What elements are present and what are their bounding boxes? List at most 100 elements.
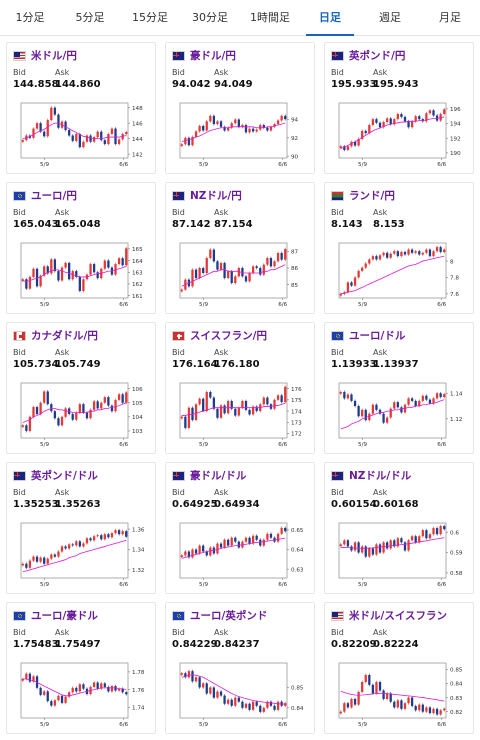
x-tick-label: 6/6 [437,582,446,588]
pair-link[interactable]: 米ドル/円 [13,48,77,62]
price-chart[interactable]: 0.6 0.59 0.58 5/9 6/6 [330,519,470,591]
currency-card[interactable]: スイスフラン/円 Bid Ask 176.164176.180 176 175 174 173… [165,322,315,454]
candle-body [212,249,216,262]
timeframe-tabs: 1分足 5分足 15分足 30分足 1時間足 日足 週足 月足 [0,0,480,36]
pair-link[interactable]: 豪ドル/ドル [172,468,246,482]
candle-body [421,252,424,255]
currency-card[interactable]: ランド/円 Bid Ask 8.143 8.153 8 7.8 7.6 5/9 6/6 [324,182,474,314]
candle-body [280,395,283,403]
bid-label: Bid [172,488,185,497]
price-chart[interactable]: 1.78 1.76 1.74 5/9 6/6 [12,659,152,731]
price-chart[interactable]: 1.14 1.12 5/9 6/6 [330,379,470,451]
currency-card[interactable]: ユーロ/ドル Bid Ask 1.139331.13937 1.14 1.12 5/9 6/6 [324,322,474,454]
candle-body [89,135,92,142]
pair-link[interactable]: ユーロ/円 [13,188,77,202]
currency-card[interactable]: 豪ドル/ドル Bid Ask 0.649250.64934 0.65 0.64 0.63 5/… [165,462,315,594]
price-chart[interactable]: 148 146 144 142 5/9 6/6 [12,99,152,171]
bid-value: 87.142 [172,219,211,230]
pair-link[interactable]: スイスフラン/円 [172,328,267,342]
price-chart[interactable]: 106 105 104 103 5/9 6/6 [12,379,152,451]
candle-body [237,268,240,277]
candle-body [403,703,407,709]
price-labels: Bid Ask [331,488,387,497]
candle-body [103,260,106,269]
price-chart[interactable]: 8 7.8 7.6 5/9 6/6 [330,239,470,311]
candle-body [386,118,389,123]
price-chart[interactable]: 165 164 163 162 161 5/9 6/6 [12,239,152,311]
tab-4[interactable]: 1時間足 [250,11,290,24]
candle-body [346,703,350,708]
price-chart[interactable]: 0.85 0.84 0.83 0.82 5/9 6/6 [330,659,470,731]
candle-body [202,268,205,273]
candle-body [371,684,375,694]
pair-link[interactable]: ユーロ/豪ドル [13,608,98,622]
currency-card[interactable]: ユーロ/英ポンド Bid Ask 0.842290.84237 0.85 0.84 5/9 6… [165,602,315,734]
currency-card[interactable]: 英ポンド/ドル Bid Ask 1.352531.35263 1.36 1.34 1.32 5… [6,462,156,594]
candle-body [223,695,226,704]
tab-0[interactable]: 1分足 [15,11,45,24]
pair-link[interactable]: 米ドル/スイスフラン [331,608,447,622]
candle-body [382,122,385,128]
pair-link[interactable]: NZドル/ドル [331,468,411,482]
price-chart[interactable]: 0.85 0.84 5/9 6/6 [171,659,311,731]
tab-5[interactable]: 日足 [300,0,360,36]
candle-body [248,537,251,544]
moving-average-line [340,255,445,295]
price-chart[interactable]: 0.65 0.64 0.63 5/9 6/6 [171,519,311,591]
candle-body [227,127,230,131]
currency-card[interactable]: ユーロ/円 Bid Ask 165.043165.048 165 164 163 162 161… [6,182,156,314]
candle-body [393,701,396,708]
currency-card[interactable]: NZドル/円 Bid Ask 87.142 87.154 87 86 85 5/9 6/6 [165,182,315,314]
price-chart[interactable]: 94 92 90 5/9 6/6 [171,99,311,171]
currency-card[interactable]: 米ドル/円 Bid Ask 144.858144.860 148 146 144 142 5/9… [6,42,156,174]
candle-body [216,121,219,125]
candle-body [421,395,424,401]
y-tick-label: 104 [132,415,143,421]
x-tick-label: 5/9 [358,162,367,168]
currency-card[interactable]: NZドル/ドル Bid Ask 0.601540.60168 0.6 0.59 0.58 5/… [324,462,474,594]
currency-card[interactable]: 英ポンド/円 Bid Ask 195.933195.943 196 194 192 190 5/… [324,42,474,174]
candle-body [414,706,417,711]
candle-body [82,279,85,291]
currency-card[interactable]: 豪ドル/円 Bid Ask 94.042 94.049 94 92 90 5/9 6/6 [165,42,315,174]
candle-body [357,138,360,146]
pair-link[interactable]: 英ポンド/ドル [13,468,98,482]
candle-body [25,673,28,679]
tab-1[interactable]: 5分足 [75,11,105,24]
currency-card[interactable]: 米ドル/スイスフラン Bid Ask 0.822090.82224 0.85 0.84 0.… [324,602,474,734]
bid-label: Bid [13,488,26,497]
currency-card[interactable]: カナダドル/円 Bid Ask 105.734105.749 106 105 104 103 5… [6,322,156,454]
tab-2[interactable]: 15分足 [132,11,168,24]
candle-body [50,259,53,274]
pair-name: ユーロ/ドル [349,329,406,342]
pair-link[interactable]: ユーロ/ドル [331,328,405,342]
candle-body [114,530,117,534]
candle-body [205,683,208,694]
currency-card[interactable]: ユーロ/豪ドル Bid Ask 1.754831.75497 1.78 1.76 1.74 5… [6,602,156,734]
price-chart[interactable]: 1.36 1.34 1.32 5/9 6/6 [12,519,152,591]
pair-link[interactable]: NZドル/円 [172,188,242,202]
price-chart[interactable]: 196 194 192 190 5/9 6/6 [330,99,470,171]
tab-6[interactable]: 週足 [379,11,401,24]
candle-body [403,542,407,551]
pair-link[interactable]: 豪ドル/円 [172,48,236,62]
candle-body [234,119,237,124]
tab-7[interactable]: 月足 [439,11,461,24]
tab-3[interactable]: 30分足 [192,11,228,24]
candle-body [212,687,216,698]
candle-body [71,271,74,280]
pair-link[interactable]: カナダドル/円 [13,328,98,342]
price-values: 8.143 8.153 [331,219,405,230]
candle-body [339,293,342,296]
price-chart[interactable]: 176 175 174 173 172 5/9 6/6 [171,379,311,451]
x-tick-label: 5/9 [199,302,208,308]
pair-name: 豪ドル/ドル [190,469,247,482]
candle-body [353,141,357,146]
pair-link[interactable]: ランド/円 [331,188,395,202]
pair-link[interactable]: 英ポンド/円 [331,48,405,62]
price-labels: Bid Ask [13,628,69,637]
pair-link[interactable]: ユーロ/英ポンド [172,608,267,622]
candle-body [50,701,53,706]
price-chart[interactable]: 87 86 85 5/9 6/6 [171,239,311,311]
price-labels: Bid Ask [13,208,69,217]
